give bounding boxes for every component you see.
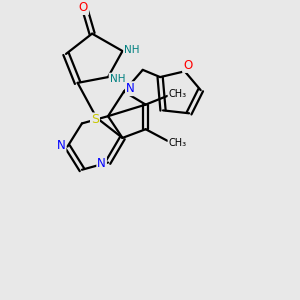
Text: NH: NH <box>124 45 140 55</box>
Text: N: N <box>97 158 106 170</box>
Text: O: O <box>183 59 192 72</box>
Text: CH₃: CH₃ <box>168 138 187 148</box>
Text: N: N <box>126 82 135 95</box>
Text: CH₃: CH₃ <box>168 89 187 100</box>
Text: O: O <box>79 1 88 14</box>
Text: NH: NH <box>110 74 125 83</box>
Text: N: N <box>57 139 65 152</box>
Text: S: S <box>91 113 99 126</box>
